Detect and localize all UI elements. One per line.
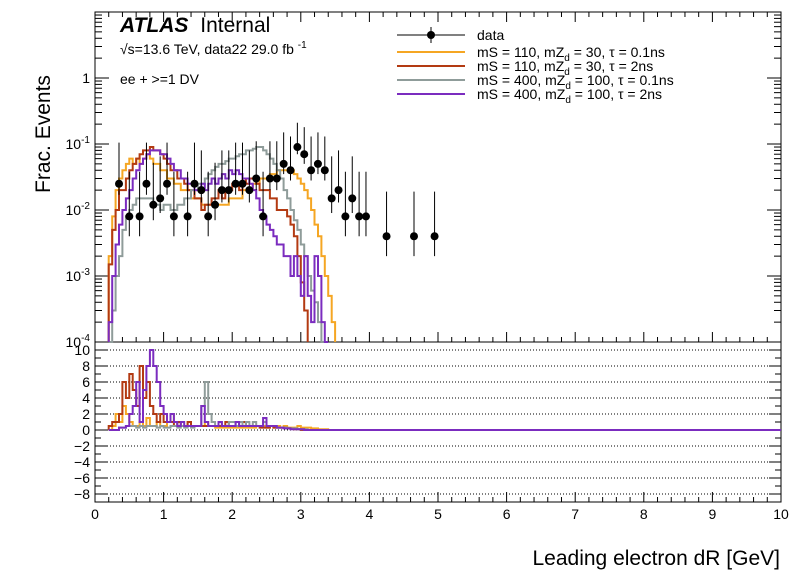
data-point (156, 194, 165, 203)
x-tick-label: 3 (297, 506, 305, 522)
data-point (245, 186, 254, 195)
main-y-ticks: 1 10-1 10-2 10-3 10-4 (66, 14, 781, 350)
data-point (327, 194, 336, 203)
legend-data-label: data (477, 27, 504, 43)
hist-line-3 (108, 146, 325, 343)
histogram-series (107, 146, 337, 343)
x-tick-label: 4 (366, 506, 374, 522)
atlas-experiment: ATLAS (119, 14, 188, 37)
data-point (149, 200, 158, 209)
data-points (115, 122, 439, 257)
x-tick-label: 9 (709, 506, 717, 522)
data-point (279, 159, 288, 168)
x-tick-label: 5 (434, 506, 442, 522)
data-point (169, 212, 178, 221)
data-point (348, 194, 357, 203)
data-point (183, 212, 192, 221)
data-point (361, 212, 370, 221)
x-tick-label: 1 (160, 506, 168, 522)
data-point (217, 186, 226, 195)
x-tick-label: 8 (640, 506, 648, 522)
selection-label: ee + >=1 DV (120, 71, 200, 87)
legend-label-4: mS = 400, mZd = 100, τ = 2ns (477, 86, 662, 106)
y-tick-label: 10-3 (66, 267, 91, 284)
y-tick-label: 10-1 (66, 135, 91, 152)
legend-label-1: mS = 110, mZd = 30, τ = 0.1ns (477, 44, 665, 64)
data-point (197, 186, 206, 195)
x-tick-label: 2 (228, 506, 236, 522)
x-axis-label: Leading electron dR [GeV] (533, 547, 781, 570)
data-point (204, 212, 213, 221)
x-tick-label: 7 (571, 506, 579, 522)
data-point (293, 143, 302, 152)
ratio-tick-label: −6 (74, 470, 90, 486)
main-pad-frame (94, 11, 782, 343)
data-point (135, 212, 144, 221)
data-point (430, 232, 439, 241)
data-point (334, 186, 343, 195)
legend-label-2: mS = 110, mZd = 30, τ = 2ns (477, 58, 653, 78)
energy-label: √s=13.6 TeV, data22 29.0 fb -1 (120, 40, 307, 57)
energy-text: √s=13.6 TeV, data22 29.0 fb (120, 41, 294, 57)
ratio-tick-label: 0 (82, 422, 90, 438)
atlas-status: Internal (200, 14, 270, 37)
data-point (272, 174, 281, 183)
data-point (307, 166, 316, 175)
data-point (125, 212, 134, 221)
data-point (265, 174, 274, 183)
data-point (231, 179, 240, 188)
hist-line-4 (107, 149, 329, 343)
ratio-line-3 (108, 381, 781, 431)
ratio-tick-label: 2 (82, 406, 90, 422)
data-point (259, 212, 268, 221)
data-point (115, 179, 124, 188)
data-point (409, 232, 418, 241)
y-tick-label: 10-4 (66, 333, 91, 350)
ratio-tick-label: 6 (82, 374, 90, 390)
data-point (190, 179, 199, 188)
data-point (163, 179, 172, 188)
atlas-label: ATLAS Internal (119, 14, 270, 37)
data-point (355, 212, 364, 221)
ratio-tick-label: 4 (82, 390, 90, 406)
ratio-tick-label: −2 (74, 438, 90, 454)
ratio-tick-label: −8 (74, 486, 90, 502)
y-axis-label: Frac. Events (32, 75, 55, 193)
x-tick-label: 0 (91, 506, 99, 522)
ratio-tick-label: 10 (74, 342, 90, 358)
data-point (238, 179, 247, 188)
data-point (252, 174, 261, 183)
data-point (142, 179, 151, 188)
x-tick-label: 10 (773, 506, 789, 522)
data-point (211, 200, 220, 209)
data-point (320, 166, 329, 175)
legend-label-3: mS = 400, mZd = 100, τ = 0.1ns (477, 72, 674, 92)
data-point (341, 212, 350, 221)
data-point (286, 166, 295, 175)
x-axis-ticks: 0 1 2 3 4 5 6 7 8 9 10 (91, 12, 789, 522)
data-point (300, 150, 309, 159)
legend-data-marker (427, 31, 435, 39)
ratio-tick-label: 8 (82, 358, 90, 374)
y-tick-label: 10-2 (66, 201, 91, 218)
data-point (224, 186, 233, 195)
ratio-tick-label: −4 (74, 454, 90, 470)
ratio-series (107, 349, 781, 431)
y-tick-label: 1 (82, 70, 90, 86)
data-point (382, 232, 391, 241)
ratio-line-4 (108, 349, 781, 431)
ratio-grid (95, 349, 781, 495)
x-tick-label: 6 (503, 506, 511, 522)
data-point (313, 159, 322, 168)
hist-line-2 (107, 146, 309, 342)
energy-sup: -1 (298, 40, 307, 51)
